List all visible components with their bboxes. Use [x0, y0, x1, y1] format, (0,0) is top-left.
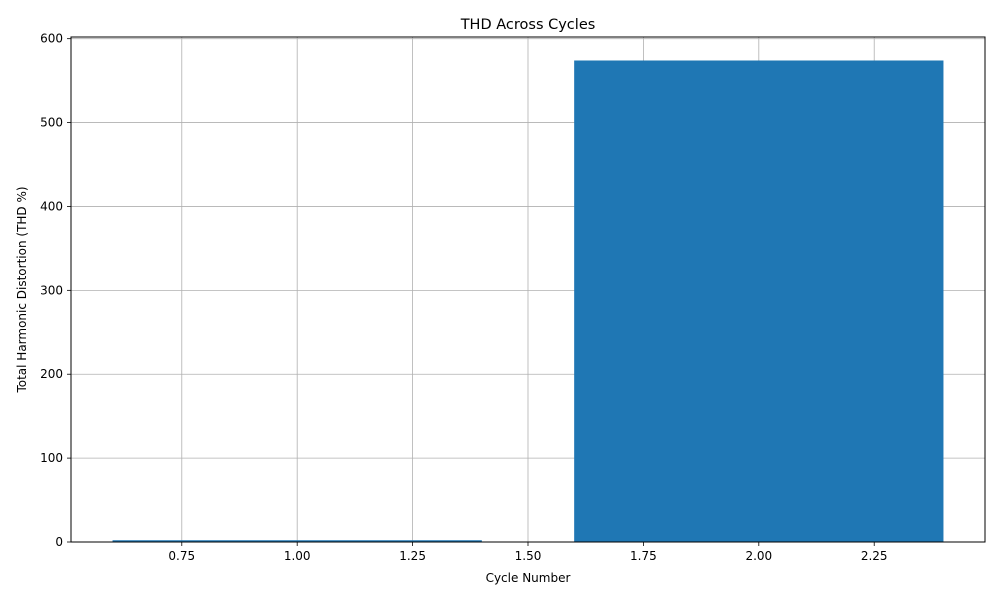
ticks: 0.75 1.00 1.25 1.50 1.75 2.00 2.25 0 100 200 300 40…	[40, 32, 887, 563]
y-tick-label: 500	[40, 116, 63, 130]
bars	[112, 60, 944, 542]
chart-title: THD Across Cycles	[460, 17, 596, 33]
y-tick-label: 0	[55, 535, 63, 549]
y-tick-label: 100	[40, 451, 63, 465]
x-tick-label: 1.00	[284, 549, 311, 563]
x-tick-label: 2.00	[745, 549, 772, 563]
bar-cycle-1	[112, 540, 482, 542]
bar-cycle-2	[574, 60, 944, 542]
x-tick-label: 1.25	[399, 549, 426, 563]
y-tick-label: 600	[40, 32, 63, 46]
x-tick-label: 0.75	[168, 549, 195, 563]
y-axis-label: Total Harmonic Distortion (THD %)	[15, 186, 29, 393]
x-axis-label: Cycle Number	[486, 571, 571, 585]
x-tick-label: 1.50	[515, 549, 542, 563]
x-tick-label: 2.25	[861, 549, 888, 563]
y-tick-label: 400	[40, 199, 63, 213]
x-tick-label: 1.75	[630, 549, 657, 563]
y-tick-label: 200	[40, 367, 63, 381]
y-tick-label: 300	[40, 283, 63, 297]
